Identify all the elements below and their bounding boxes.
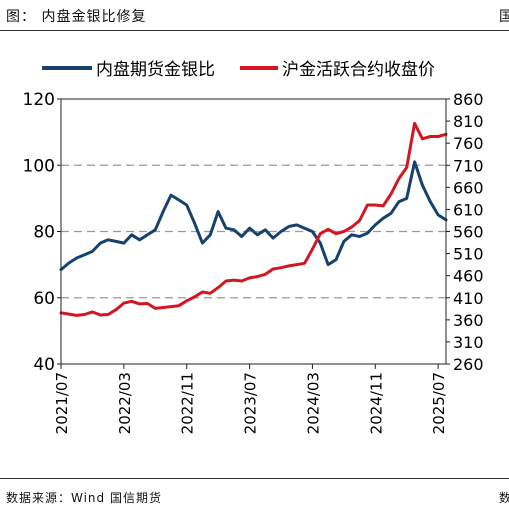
x-tick-label: 2024/11 xyxy=(367,372,385,434)
left-tick-label: 80 xyxy=(33,223,55,243)
bottom-rule xyxy=(0,478,509,479)
x-axis: 2021/07 2022/03 2022/11 2023/07 2024/03 2024/… xyxy=(53,364,448,434)
cropped-right-mark: 国 xyxy=(499,9,509,25)
right-tick-label: 310 xyxy=(453,333,484,352)
legend-label-gold-silver-ratio: 内盘期货金银比 xyxy=(96,60,215,80)
right-y-axis: 260 310 360 410 460 510 560 610 660 710 760 810 860 xyxy=(446,90,484,374)
x-tick-label: 2022/03 xyxy=(116,372,134,434)
right-tick-label: 260 xyxy=(453,355,484,374)
series-line-gold-price xyxy=(59,121,448,317)
right-tick-label: 410 xyxy=(453,289,484,308)
x-tick-label: 2024/03 xyxy=(304,372,322,434)
legend-label-gold-price: 沪金活跃合约收盘价 xyxy=(282,60,435,80)
right-tick-label: 710 xyxy=(453,156,484,175)
top-rule xyxy=(0,30,509,31)
source-note: 数据来源：Wind 国信期货 xyxy=(6,491,162,505)
x-tick-label: 2021/07 xyxy=(53,372,71,434)
right-tick-label: 810 xyxy=(453,112,484,131)
left-tick-label: 100 xyxy=(23,156,55,176)
dual-axis-line-chart: 内盘期货金银比 沪金活跃合约收盘价 40 60 80 100 120 260 310 360… xyxy=(23,60,484,434)
right-tick-label: 860 xyxy=(453,90,484,109)
left-tick-label: 60 xyxy=(33,289,55,309)
left-y-axis: 40 60 80 100 120 xyxy=(23,90,61,375)
series-lines xyxy=(59,121,448,317)
x-tick-label: 2022/11 xyxy=(179,372,197,434)
left-tick-label: 120 xyxy=(23,90,55,110)
right-tick-label: 660 xyxy=(453,178,484,197)
cropped-footer-mark: 数 xyxy=(499,491,509,505)
right-tick-label: 610 xyxy=(453,200,484,219)
left-tick-label: 40 xyxy=(33,355,55,375)
right-tick-label: 510 xyxy=(453,245,484,264)
right-tick-label: 560 xyxy=(453,223,484,242)
series-line-gold-silver-ratio xyxy=(59,160,448,272)
legend: 内盘期货金银比 沪金活跃合约收盘价 xyxy=(42,60,435,80)
right-tick-label: 460 xyxy=(453,267,484,286)
x-tick-label: 2025/07 xyxy=(430,372,448,434)
right-tick-label: 360 xyxy=(453,311,484,330)
x-tick-label: 2023/07 xyxy=(242,372,260,434)
figure-title: 图： 内盘金银比修复 xyxy=(6,9,147,25)
right-tick-label: 760 xyxy=(453,134,484,153)
